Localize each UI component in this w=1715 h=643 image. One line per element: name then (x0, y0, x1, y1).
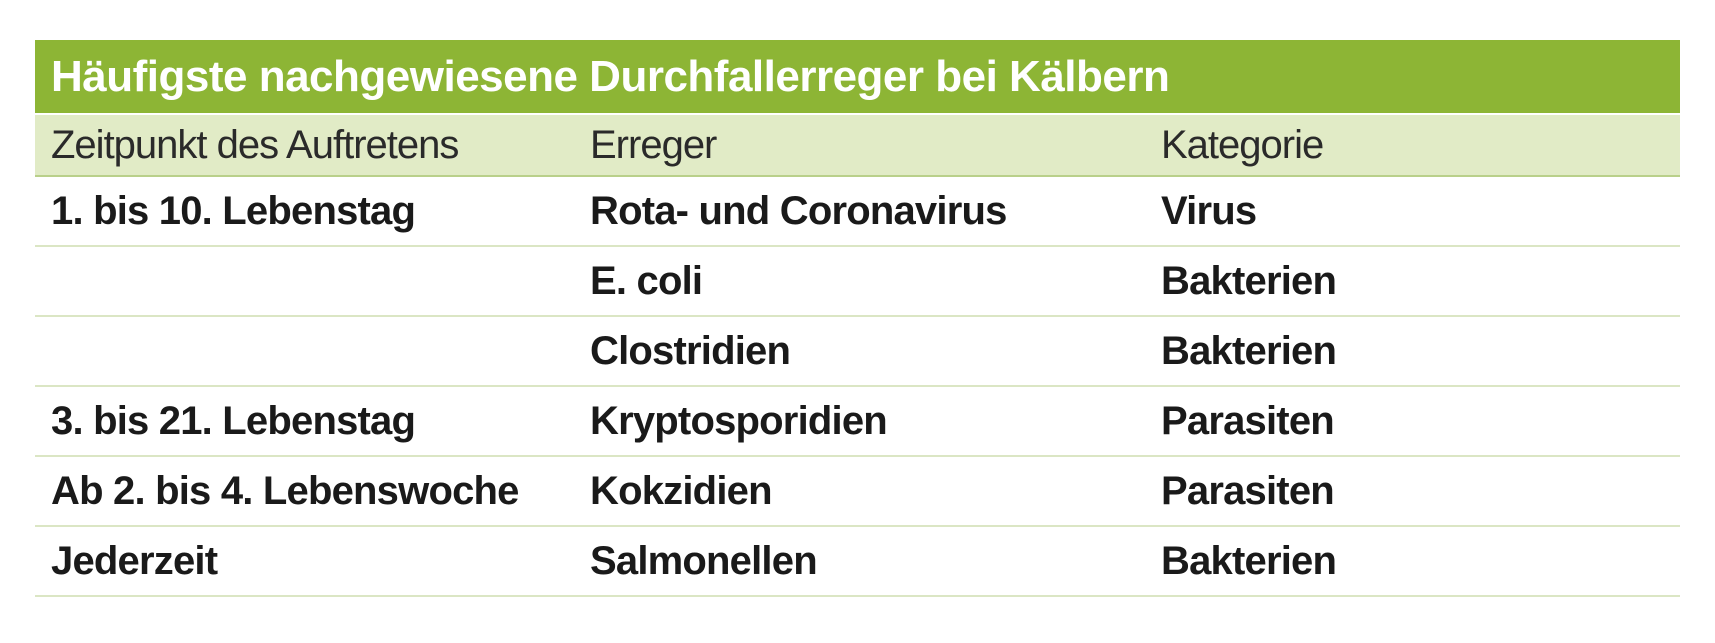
cell-erreger: Clostridien (590, 328, 791, 373)
cell-kategorie: Bakterien (1161, 258, 1337, 303)
cell-kategorie: Parasiten (1161, 398, 1335, 443)
header-zeitpunkt: Zeitpunkt des Auftretens (51, 122, 459, 167)
table-row: Clostridien Bakterien (35, 317, 1680, 387)
cell-erreger: Kryptosporidien (590, 398, 888, 443)
cell-zeitpunkt: 1. bis 10. Lebenstag (51, 188, 416, 233)
pathogen-table: Häufigste nachgewiesene Durchfallerreger… (35, 40, 1680, 597)
table-header-row: Zeitpunkt des Auftretens Erreger Kategor… (35, 113, 1680, 177)
table-row: Jederzeit Salmonellen Bakterien (35, 527, 1680, 597)
table-row: E. coli Bakterien (35, 247, 1680, 317)
cell-kategorie: Virus (1161, 188, 1257, 233)
cell-kategorie: Bakterien (1161, 538, 1337, 583)
cell-erreger: Kokzidien (590, 468, 773, 513)
cell-erreger: Salmonellen (590, 538, 818, 583)
header-erreger: Erreger (590, 122, 717, 167)
cell-zeitpunkt: Jederzeit (51, 538, 218, 583)
table-row: Ab 2. bis 4. Lebenswoche Kokzidien Paras… (35, 457, 1680, 527)
cell-erreger: Rota- und Coronavirus (590, 188, 1007, 233)
cell-erreger: E. coli (590, 258, 703, 303)
table-row: 1. bis 10. Lebenstag Rota- und Coronavir… (35, 177, 1680, 247)
header-kategorie: Kategorie (1161, 122, 1324, 167)
cell-zeitpunkt: 3. bis 21. Lebenstag (51, 398, 416, 443)
cell-zeitpunkt: Ab 2. bis 4. Lebenswoche (51, 468, 519, 513)
table-row: 3. bis 21. Lebenstag Kryptosporidien Par… (35, 387, 1680, 457)
table-title: Häufigste nachgewiesene Durchfallerreger… (35, 40, 1680, 113)
cell-kategorie: Bakterien (1161, 328, 1337, 373)
cell-kategorie: Parasiten (1161, 468, 1335, 513)
